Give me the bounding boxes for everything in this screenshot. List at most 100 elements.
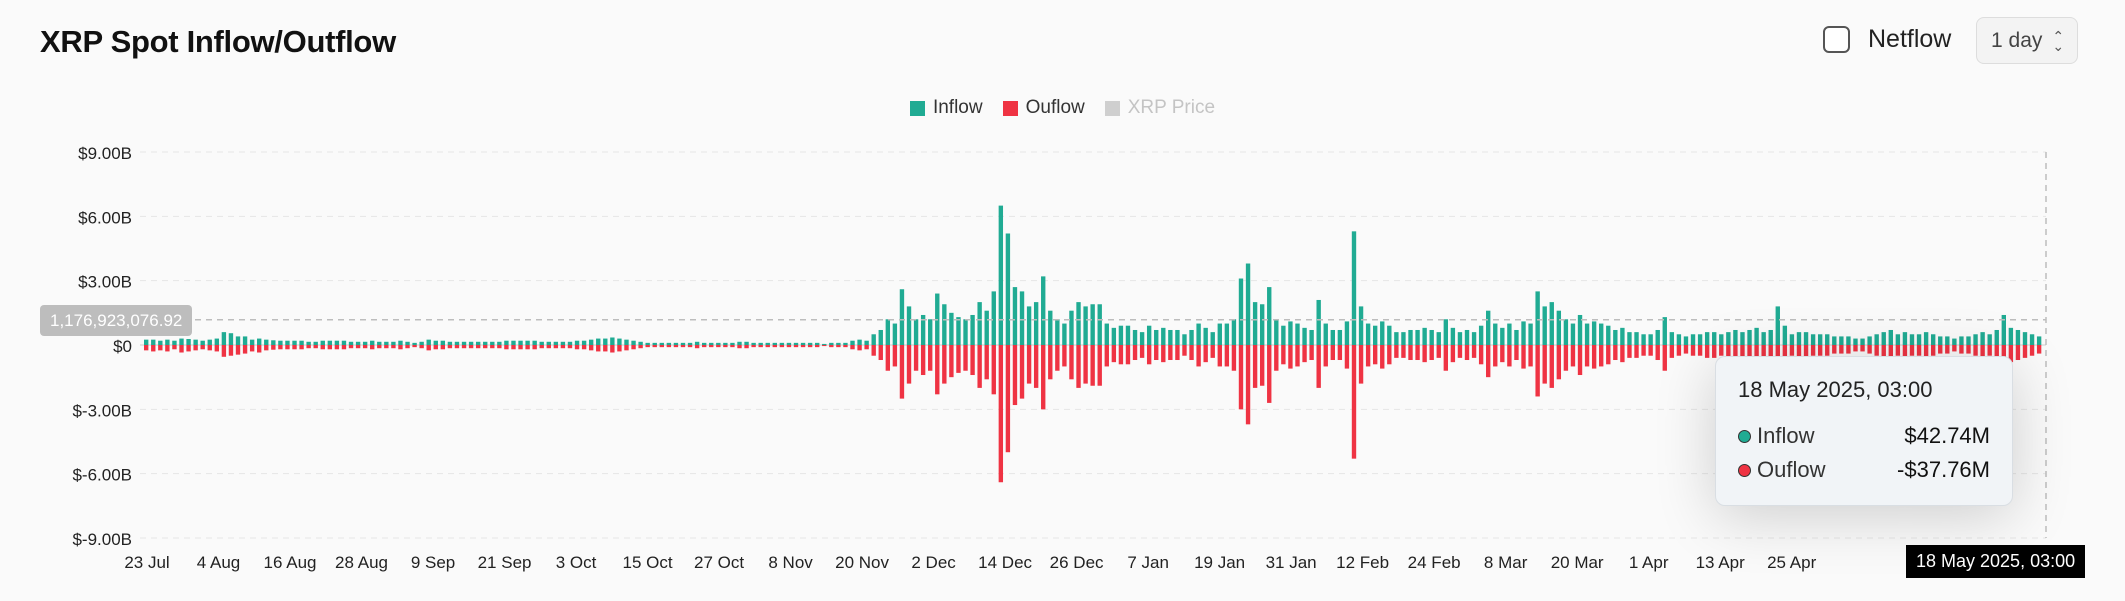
x-tick-label: 28 Aug (335, 553, 388, 572)
bar-inflow (1549, 302, 1554, 345)
bar-outflow (659, 345, 664, 348)
bar-outflow (306, 345, 311, 349)
bar-inflow (687, 342, 693, 345)
x-tick-label: 19 Jan (1194, 553, 1245, 572)
bar-inflow (1351, 231, 1357, 345)
bar-inflow (1973, 334, 1978, 345)
bar-outflow (1471, 345, 1477, 358)
bar-outflow (497, 345, 502, 349)
bar-outflow (1372, 345, 1378, 365)
bar-outflow (362, 345, 368, 349)
bar-inflow (1584, 323, 1590, 345)
bar-outflow (1521, 345, 1526, 369)
bar-inflow (1634, 332, 1639, 345)
bar-outflow (1584, 345, 1590, 367)
bar-inflow (786, 342, 792, 345)
bar-outflow (1464, 345, 1470, 361)
period-select[interactable]: 1 day ⌃ ⌄ (1976, 17, 2078, 64)
bar-outflow (1747, 345, 1752, 361)
netflow-checkbox[interactable] (1823, 26, 1850, 53)
netflow-toggle[interactable]: Netflow (1823, 25, 1951, 54)
bar-outflow (1712, 345, 1717, 358)
bar-inflow (158, 340, 163, 345)
bar-inflow (1726, 332, 1731, 345)
bar-outflow (1599, 345, 1604, 367)
bar-outflow (1076, 345, 1081, 388)
legend-item-inflow[interactable]: Inflow (909, 97, 983, 119)
bar-outflow (1846, 345, 1851, 354)
bar-inflow (1478, 325, 1484, 345)
bar-outflow (242, 345, 248, 354)
bar-outflow (419, 345, 424, 349)
bar-inflow (1832, 336, 1837, 345)
bar-inflow (574, 340, 580, 345)
bar-inflow (1909, 334, 1915, 345)
bar-inflow (370, 340, 375, 345)
legend-item-outflow[interactable]: Ouflow (1002, 97, 1085, 119)
bar-outflow (687, 345, 693, 348)
bar-inflow (970, 314, 975, 345)
bar-inflow (1337, 329, 1343, 345)
bar-outflow (645, 345, 650, 348)
bar-outflow (1697, 345, 1703, 356)
bar-outflow (1295, 345, 1300, 367)
bar-inflow (1648, 334, 1653, 345)
bar-inflow (1274, 319, 1279, 345)
bar-outflow (525, 345, 530, 350)
bar-outflow (1613, 345, 1618, 361)
bar-outflow (956, 345, 961, 373)
bar-outflow (1676, 345, 1682, 356)
bar-outflow (1161, 345, 1166, 363)
bar-inflow (1930, 334, 1936, 345)
bar-outflow (779, 345, 785, 348)
bar-outflow (1048, 345, 1053, 380)
bar-inflow (1372, 325, 1378, 345)
bar-outflow (1733, 345, 1738, 361)
bar-inflow (1796, 332, 1802, 345)
bar-inflow (546, 341, 551, 345)
bar-outflow (1669, 345, 1675, 358)
bar-outflow (546, 345, 551, 349)
bar-inflow (497, 341, 502, 345)
x-tick-label: 16 Aug (264, 553, 317, 572)
tooltip-name-inflow: Inflow (1757, 423, 1815, 448)
bar-inflow (977, 302, 982, 345)
bar-inflow (1994, 329, 1999, 345)
bar-outflow (694, 345, 700, 349)
bar-inflow (1959, 336, 1964, 345)
bar-inflow (1825, 334, 1830, 345)
bar-outflow (405, 345, 410, 349)
bar-inflow (624, 339, 629, 345)
bar-outflow (483, 345, 488, 349)
bar-inflow (483, 341, 488, 345)
bar-outflow (207, 345, 212, 351)
bar-outflow (1881, 345, 1886, 358)
bar-outflow (313, 345, 318, 349)
bar-outflow (1436, 345, 1441, 358)
bar-inflow (1139, 332, 1145, 345)
bar-outflow (1690, 345, 1696, 356)
bar-outflow (1902, 345, 1908, 358)
bar-outflow (426, 345, 431, 351)
bar-inflow (172, 340, 177, 345)
x-tick-label: 8 Mar (1484, 553, 1528, 572)
bar-inflow (398, 340, 403, 345)
bar-inflow (1203, 327, 1208, 345)
bar-outflow (920, 345, 926, 376)
bar-inflow (355, 341, 361, 345)
bar-inflow (1591, 321, 1597, 345)
bar-outflow (398, 345, 403, 350)
bar-outflow (1217, 345, 1222, 367)
tooltip-name-outflow: Ouflow (1757, 457, 1826, 482)
bar-outflow (701, 345, 707, 348)
legend-item-xrp-price[interactable]: XRP Price (1104, 97, 1215, 119)
bar-outflow (355, 345, 361, 349)
bar-outflow (998, 345, 1004, 483)
bar-inflow (1697, 334, 1703, 345)
bar-inflow (362, 341, 368, 345)
bar-outflow (1337, 345, 1343, 361)
bar-outflow (1683, 345, 1689, 354)
bar-inflow (1662, 317, 1667, 345)
tooltip-value-inflow: $42.74M (1904, 423, 1990, 448)
